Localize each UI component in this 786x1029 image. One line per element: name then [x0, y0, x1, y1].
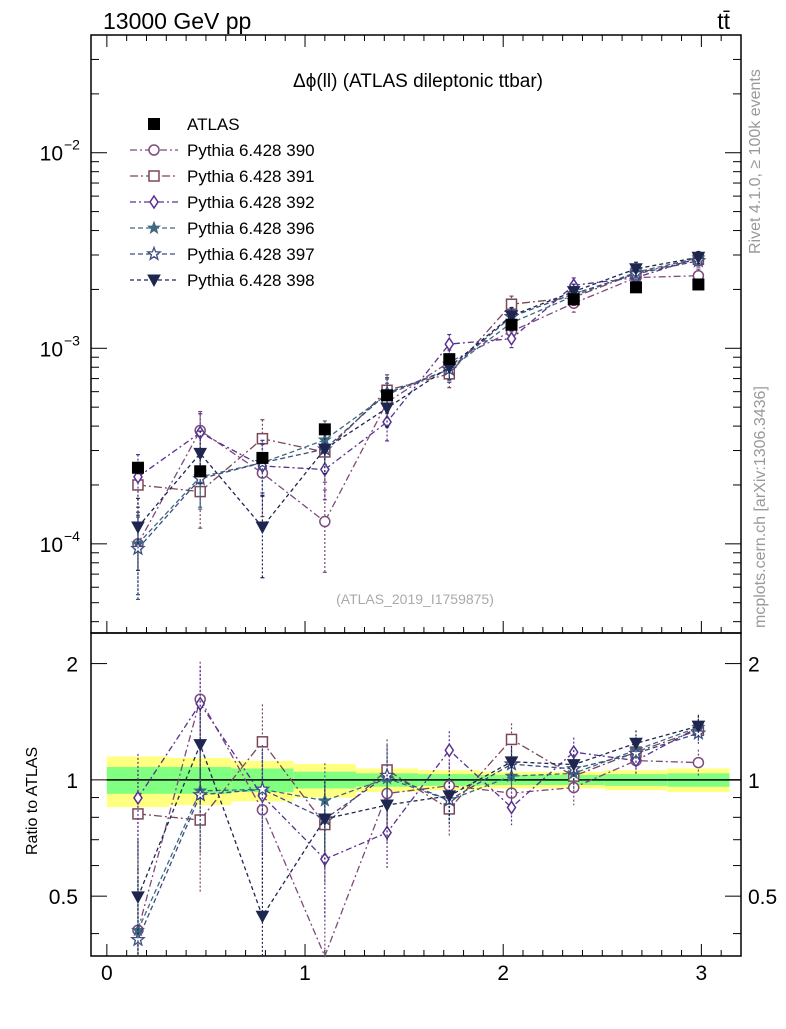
series-ratio-point	[629, 737, 643, 751]
series-line	[137, 275, 699, 545]
series-ratio-point	[317, 813, 332, 826]
series-ratio-point	[444, 742, 455, 758]
series-point	[133, 469, 143, 485]
ratio-tick-label-left: 1	[66, 770, 78, 793]
ratio-tick-label-left: 2	[66, 654, 78, 677]
series-point	[506, 331, 517, 347]
rivet-version-label: Rivet 4.1.0, ≥ 100k events	[747, 69, 764, 254]
legend-marker	[146, 245, 162, 261]
data-point	[318, 423, 331, 436]
plot-frames	[90, 34, 742, 957]
series-line	[137, 257, 699, 478]
series-point	[566, 286, 581, 299]
data-point	[256, 451, 269, 464]
legend-marker	[149, 194, 159, 210]
series-point	[444, 336, 455, 352]
legend-label: Pythia 6.428 391	[187, 167, 315, 186]
y-tick-label-exponent: −4	[64, 528, 80, 544]
series-ratio-point	[505, 733, 518, 746]
series-point	[504, 310, 519, 323]
data-point	[131, 461, 144, 474]
legend-marker	[147, 274, 161, 288]
y-tick-label-exponent: −3	[64, 332, 80, 348]
data-point	[692, 278, 705, 291]
analysis-watermark: (ATLAS_2019_I1759875)	[336, 591, 494, 607]
ratio-frame	[90, 632, 742, 957]
ratio-tick-label-right: 2	[748, 654, 760, 677]
series-point	[317, 443, 332, 457]
series-pythia-6-428-390	[132, 268, 705, 958]
series-ratio-line	[137, 732, 699, 940]
series-ratio-point	[193, 739, 208, 752]
series-ratio-point	[254, 780, 271, 796]
ratio-tick-label-right: 1	[748, 770, 760, 793]
series-ratio-line	[137, 702, 699, 860]
y-tick-label-base: 10	[40, 534, 63, 557]
x-tick-label: 1	[299, 962, 311, 985]
series-point	[255, 521, 270, 534]
legend-marker	[146, 220, 162, 235]
legend-marker-data	[148, 118, 160, 130]
series-ratio-point	[130, 931, 146, 947]
series-point	[629, 263, 643, 276]
legend-label: Pythia 6.428 398	[187, 271, 315, 290]
header-left: 13000 GeV pp	[103, 8, 251, 34]
legend-marker	[148, 144, 160, 156]
x-tick-label: 3	[696, 962, 708, 985]
series-ratio-point	[133, 790, 143, 806]
series-ratio-point	[380, 799, 394, 813]
header-right: tt̄	[717, 8, 730, 34]
chart-title: Δϕ(ll) (ATLAS dileptonic ttbar)	[293, 71, 543, 92]
y-tick-label-base: 10	[40, 143, 63, 166]
data-point	[443, 353, 456, 366]
series-pythia-6-428-392	[133, 250, 704, 920]
ratio-tick-label-right: 0.5	[748, 886, 777, 909]
series-point	[691, 251, 706, 265]
series-line	[137, 258, 699, 493]
data-point	[505, 318, 518, 331]
legend-label: Pythia 6.428 390	[187, 141, 315, 160]
data-group	[131, 278, 705, 478]
series-point	[319, 462, 330, 477]
legend-label: Pythia 6.428 392	[187, 193, 315, 212]
legend: ATLAS Pythia 6.428 390 Pythia 6.428 391 Pyt…	[130, 115, 315, 290]
series-ratio-point	[692, 756, 705, 769]
series-ratio-line	[137, 725, 699, 918]
legend-label-data: ATLAS	[187, 115, 240, 134]
series-ratio-line	[137, 726, 699, 931]
series-point	[380, 402, 394, 416]
data-point	[629, 281, 642, 294]
axis-ticks: 0 1 2 310−410−310 −20.5 0.51 12 2	[40, 34, 777, 985]
y-tick-label-base: 10	[40, 338, 63, 361]
y-tick-label-exponent: −2	[64, 137, 80, 153]
series-point	[193, 447, 208, 461]
x-tick-label: 0	[101, 962, 113, 985]
mcplots-source-label: mcplots.cern.ch [arXiv:1306.3436]	[752, 386, 769, 628]
legend-label: Pythia 6.428 396	[187, 219, 315, 238]
data-point	[194, 465, 207, 478]
data-point	[381, 389, 394, 402]
ratio-y-axis-label: Ratio to ATLAS	[24, 747, 41, 855]
series-line	[137, 257, 699, 545]
x-tick-label: 2	[497, 962, 509, 985]
series-point	[319, 515, 331, 528]
series-ratio-point	[504, 756, 519, 769]
series-ratio-point	[691, 720, 706, 734]
series-ratio-point	[255, 910, 270, 924]
series-ratio-point	[131, 891, 145, 904]
series-ratio-point	[566, 759, 581, 772]
series-point	[131, 521, 145, 534]
series-ratio-line	[137, 697, 699, 958]
series-line	[137, 260, 699, 550]
series-ratio-point	[506, 800, 517, 815]
ratio-tick-label-left: 0.5	[49, 886, 78, 909]
legend-marker	[148, 170, 160, 182]
data-point	[567, 293, 580, 306]
series-line	[137, 256, 699, 529]
series-ratio-point	[442, 790, 457, 803]
legend-label: Pythia 6.428 397	[187, 245, 315, 264]
